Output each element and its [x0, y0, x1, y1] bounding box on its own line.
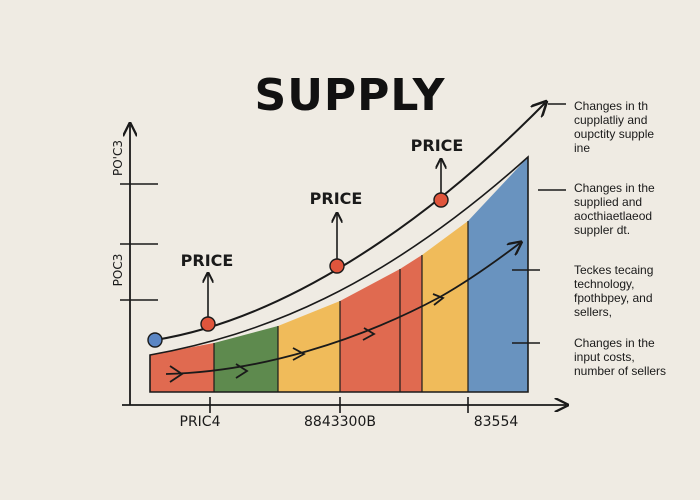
price-point-1 — [200, 316, 216, 332]
diagram-title: SUPPLY — [255, 70, 446, 121]
inner-arrow-chevrons — [169, 293, 445, 383]
band-dividers — [213, 221, 469, 392]
x-axis-label-2: 8843300B — [304, 414, 376, 430]
x-axis-label-3: 83554 — [474, 414, 519, 430]
price-point-2 — [329, 258, 345, 274]
annotation-2: Changes in the supplied and aocthiaetlae… — [574, 181, 655, 237]
y-ticks — [120, 183, 158, 301]
price-label-1: PRICE — [181, 251, 234, 270]
annotation-3-line-1: Teckes tecaing — [574, 263, 653, 277]
annotation-1-line-3: oupctity supple — [574, 127, 654, 141]
annotation-3-line-2: technology, — [574, 277, 635, 291]
axes: PO'C3 POC3 PRIC4 8843300B 83554 — [111, 125, 566, 430]
annotation-1-line-2: cupplatliy and — [574, 113, 647, 127]
price-label-3: PRICE — [411, 136, 464, 155]
annotation-2-line-3: aocthiaetlaeod — [574, 209, 652, 223]
price-markers: PRICE PRICE PRICE — [147, 136, 464, 348]
annotation-4-line-3: number of sellers — [574, 364, 666, 378]
price-point-3 — [433, 192, 449, 208]
start-point — [147, 332, 163, 348]
annotation-3-line-3: fpothbpey, and — [574, 291, 653, 305]
band-outline — [149, 155, 529, 393]
band-yellow-2 — [422, 221, 468, 392]
band-blue — [468, 157, 528, 392]
annotation-leaders — [512, 103, 566, 344]
annotation-2-line-2: supplied and — [574, 195, 642, 209]
annotation-2-line-1: Changes in the — [574, 181, 655, 195]
band-green — [214, 326, 278, 392]
annotation-4-line-2: input costs, — [574, 350, 635, 364]
annotation-2-line-4: suppler dt. — [574, 223, 630, 237]
annotation-1: Changes in th cupplatliy and oupctity su… — [574, 99, 654, 155]
y-axis-label-lower: POC3 — [111, 254, 125, 287]
annotation-3-line-4: sellers, — [574, 305, 612, 319]
annotation-4-line-1: Changes in the — [574, 336, 655, 350]
x-ticks — [209, 397, 469, 413]
band-red-1 — [150, 343, 214, 392]
y-axis-label-upper: PO'C3 — [111, 140, 125, 176]
band-yellow-1 — [278, 301, 340, 392]
supply-area — [149, 155, 529, 393]
annotation-3: Teckes tecaing technology, fpothbpey, an… — [574, 263, 653, 319]
annotation-1-line-1: Changes in th — [574, 99, 648, 113]
annotation-4: Changes in the input costs, number of se… — [574, 336, 666, 378]
price-label-2: PRICE — [310, 189, 363, 208]
band-red-3 — [400, 255, 422, 392]
x-axis-label-1: PRIC4 — [180, 414, 221, 430]
annotation-1-line-4: ine — [574, 141, 590, 155]
inner-trend-arrow — [165, 243, 520, 375]
